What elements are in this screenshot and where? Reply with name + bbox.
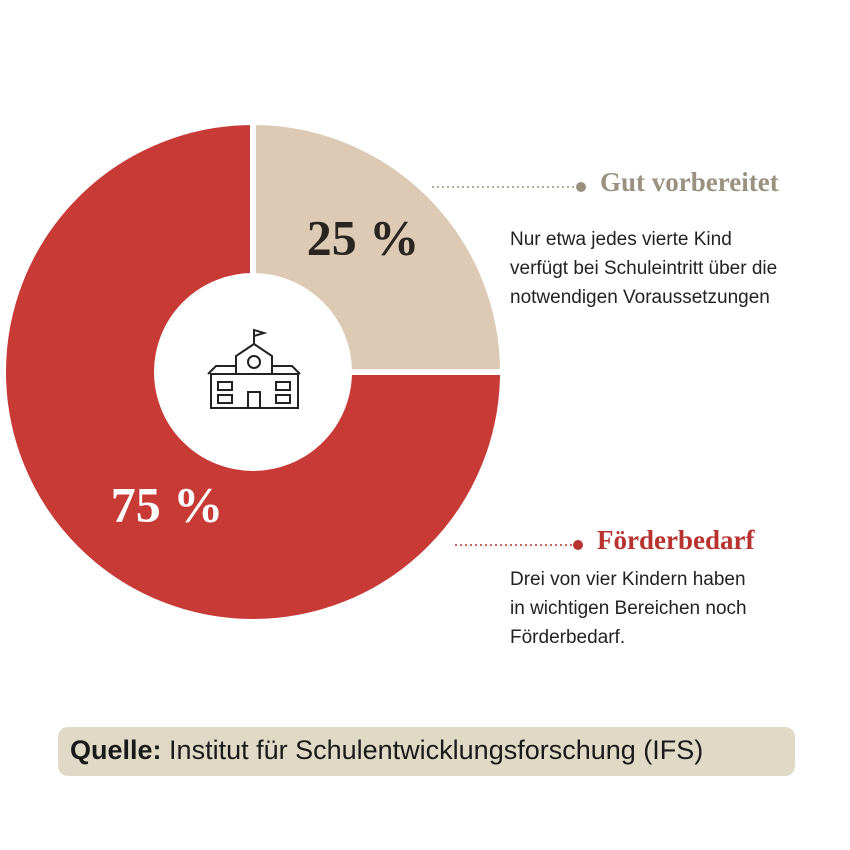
description: Förderbedarf. bbox=[510, 627, 625, 648]
description: Nur etwa jedes vierte Kind bbox=[510, 229, 732, 250]
value-label: 75 % bbox=[111, 476, 224, 532]
school-icon bbox=[207, 328, 301, 409]
value-label: 25 % bbox=[307, 209, 420, 265]
source-box bbox=[58, 727, 795, 776]
legend-dot bbox=[573, 540, 583, 550]
slice bbox=[0, 118, 507, 625]
donut-hole bbox=[160, 279, 346, 465]
description: notwendigen Voraussetzungen bbox=[510, 287, 770, 308]
description: verfügt bei Schuleintritt über die bbox=[510, 258, 777, 279]
legend-label: Förderbedarf bbox=[597, 525, 755, 555]
legend-label: Gut vorbereitet bbox=[600, 167, 779, 197]
description: in wichtigen Bereichen noch bbox=[510, 598, 747, 619]
donut bbox=[0, 118, 507, 625]
slice bbox=[250, 118, 507, 375]
source-label: Quelle: bbox=[70, 735, 162, 765]
description: Drei von vier Kindern haben bbox=[510, 569, 746, 590]
source-text: Institut für Schulentwicklungsforschung … bbox=[169, 735, 703, 765]
source: Quelle: Institut für Schulentwicklungsfo… bbox=[70, 735, 703, 765]
legend-dot bbox=[576, 182, 586, 192]
